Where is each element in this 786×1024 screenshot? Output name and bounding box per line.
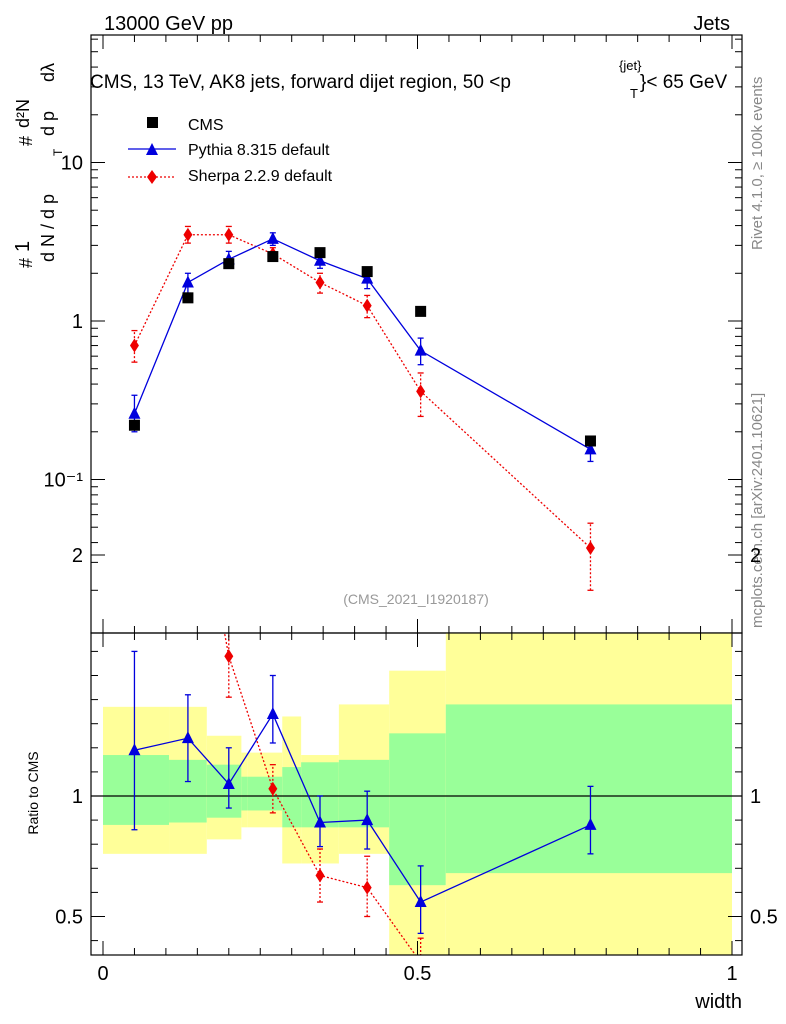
ratio-ytick-label-left: 2 bbox=[72, 545, 83, 567]
ratio-sherpa-point bbox=[224, 649, 234, 664]
ratio-ytick-label-right: 1 bbox=[750, 786, 761, 808]
ylabel-hash2: # bbox=[16, 136, 36, 146]
main-pythia-line bbox=[133, 238, 591, 450]
main-sherpa-point bbox=[585, 540, 595, 555]
ratio-ytick-label-right: 0.5 bbox=[750, 907, 778, 929]
analysis-watermark: (CMS_2021_I1920187) bbox=[343, 591, 489, 607]
legend-pythia-marker bbox=[146, 143, 158, 155]
ratio-xtick-label: 0.5 bbox=[404, 963, 432, 985]
ratio-band-inner bbox=[282, 767, 302, 828]
main-cms-point bbox=[415, 305, 427, 317]
ratio-pythia-point bbox=[181, 731, 194, 744]
ratio-band-inner bbox=[338, 759, 390, 828]
header-right-label: Jets bbox=[693, 13, 730, 35]
plot-title: CMS, 13 TeV, AK8 jets, forward dijet reg… bbox=[90, 72, 511, 93]
main-cms-point bbox=[182, 292, 194, 304]
ratio-band-inner bbox=[247, 776, 283, 811]
ratio-pythia-point bbox=[222, 776, 235, 789]
ylabel-dpt: d p bbox=[38, 111, 58, 136]
ylabel-hash1: # bbox=[16, 258, 36, 268]
main-ytick-label: 10 bbox=[61, 153, 83, 175]
title-suffix: }< 65 GeV bbox=[640, 72, 727, 93]
main-cms-point bbox=[584, 435, 596, 447]
ylabel-dl: dλ bbox=[38, 63, 58, 82]
main-pythia-point bbox=[361, 271, 374, 284]
main-pythia-point bbox=[266, 231, 279, 244]
ratio-pythia-point bbox=[128, 743, 141, 756]
legend-cms-marker bbox=[147, 117, 158, 128]
main-cms-point bbox=[361, 266, 373, 278]
ratio-sherpa-point bbox=[130, 259, 139, 273]
legend-cms-label: CMS bbox=[188, 117, 224, 134]
title-superscript: {jet} bbox=[619, 58, 642, 73]
ratio-pythia-point bbox=[314, 815, 327, 828]
ratio-ytick-label-left: 1 bbox=[72, 786, 83, 808]
title-prefix: CMS, 13 TeV, AK8 jets, forward dijet reg… bbox=[90, 72, 511, 93]
x-axis-label: width bbox=[694, 991, 742, 1013]
ratio-plot-frame bbox=[90, 632, 743, 956]
main-pythia-point bbox=[128, 406, 141, 419]
main-axes-layer: 10⁻¹ 1 10 bbox=[44, 35, 742, 633]
main-pythia-point bbox=[414, 343, 427, 356]
ylabel-one: 1 bbox=[12, 241, 34, 252]
rivet-version-label: Rivet 4.1.0, ≥ 100k events bbox=[749, 77, 766, 250]
ratio-band-inner bbox=[103, 755, 170, 825]
main-pythia-point bbox=[314, 253, 327, 266]
ratio-pythia-line bbox=[134, 712, 591, 903]
main-y-axis-label: # 1 d N / d p T # d²N d p dλ bbox=[12, 63, 65, 268]
ratio-axes-layer: 0.5 0.5 1 1 2 2 0 0.5 1 bbox=[55, 545, 778, 985]
main-sherpa-point bbox=[183, 227, 193, 242]
main-sherpa-point bbox=[416, 384, 426, 399]
legend-pythia-label: Pythia 8.315 default bbox=[188, 142, 330, 159]
ratio-band-inner bbox=[389, 733, 446, 886]
main-sherpa-line bbox=[133, 234, 591, 549]
ratio-band-inner bbox=[241, 776, 248, 811]
main-sherpa-point bbox=[129, 338, 139, 353]
ratio-sherpa-point bbox=[315, 868, 325, 883]
ratio-pythia-point bbox=[361, 813, 374, 826]
main-cms-point bbox=[128, 419, 140, 431]
main-ytick-label: 10⁻¹ bbox=[44, 470, 84, 492]
main-cms-point bbox=[314, 247, 326, 259]
header-left-label: 13000 GeV pp bbox=[104, 13, 233, 35]
main-sherpa-point bbox=[224, 227, 234, 242]
main-pythia-point bbox=[584, 442, 597, 455]
ratio-pythia-point bbox=[584, 817, 597, 830]
ratio-pythia-point bbox=[266, 707, 279, 720]
ratio-sherpa-point bbox=[268, 781, 278, 796]
legend-sherpa-label: Sherpa 2.2.9 default bbox=[188, 168, 333, 185]
main-sherpa-point bbox=[315, 275, 325, 290]
main-sherpa-point bbox=[362, 298, 372, 313]
main-cms-point bbox=[267, 251, 279, 263]
ratio-xtick-label: 1 bbox=[726, 963, 737, 985]
ratio-xtick-label: 0 bbox=[97, 963, 108, 985]
ratio-sherpa-point bbox=[362, 880, 372, 895]
ratio-y-axis-label: Ratio to CMS bbox=[25, 751, 41, 834]
ylabel-d2n: d²N bbox=[13, 99, 33, 128]
ratio-ytick-label-left: 0.5 bbox=[55, 907, 83, 929]
ylabel-dn-dpt: d N / d p bbox=[38, 194, 58, 262]
ratio-band-inner bbox=[445, 704, 732, 874]
main-cms-point bbox=[223, 258, 235, 270]
legend-sherpa-marker bbox=[147, 170, 157, 184]
ratio-ytick-label-right: 2 bbox=[750, 545, 761, 567]
ylabel-t-sub: T bbox=[51, 148, 65, 156]
ratio-sherpa-point bbox=[183, 428, 192, 442]
main-ytick-label: 1 bbox=[72, 311, 83, 333]
main-pythia-point bbox=[181, 275, 194, 288]
ratio-series-layer bbox=[128, 259, 597, 993]
ratio-bands-layer bbox=[91, 633, 742, 955]
title-subscript: T bbox=[630, 86, 638, 101]
main-series-layer bbox=[128, 225, 597, 591]
ratio-pythia-point bbox=[414, 895, 427, 908]
mcplots-source-label: mcplots.cern.ch [arXiv:2401.10621] bbox=[749, 393, 766, 628]
ratio-sherpa-point bbox=[586, 979, 595, 993]
legend: CMS Pythia 8.315 default Sherpa 2.2.9 de… bbox=[128, 117, 333, 185]
